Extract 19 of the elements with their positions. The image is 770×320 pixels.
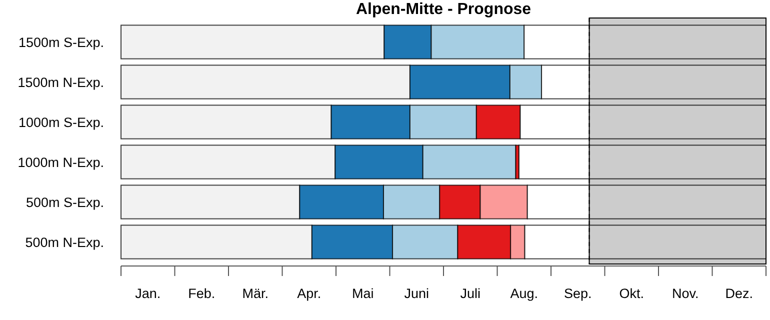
- y-tick-label: 1000m S-Exp.: [18, 115, 104, 130]
- text: Juni: [404, 286, 430, 301]
- y-tick-label: 1000m N-Exp.: [18, 155, 104, 170]
- y-tick-label: 500m N-Exp.: [25, 235, 104, 250]
- text: Nov.: [672, 286, 699, 301]
- y-tick-label: 500m S-Exp.: [26, 195, 104, 210]
- y-tick-label: 1500m S-Exp.: [18, 35, 104, 50]
- y-tick-label: 1500m N-Exp.: [18, 75, 104, 90]
- text: Juli: [460, 286, 481, 301]
- text: Dez.: [725, 286, 754, 301]
- text: Aug.: [510, 286, 538, 301]
- text: Feb.: [188, 286, 216, 301]
- text: Jan.: [135, 286, 161, 301]
- text: Mai: [352, 286, 374, 301]
- chart-title: Alpen-Mitte - Prognose: [356, 1, 532, 18]
- text: Sep.: [564, 286, 592, 301]
- text: Okt.: [619, 286, 644, 301]
- text: Mär.: [242, 286, 269, 301]
- text: Apr.: [297, 286, 322, 301]
